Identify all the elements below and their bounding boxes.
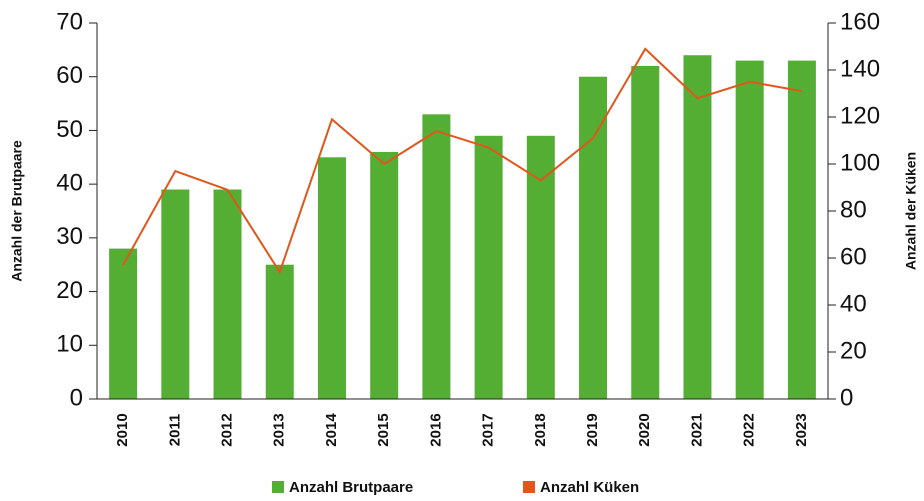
y2-tick-label: 80 [840,196,867,223]
bar [370,151,399,399]
y-tick-label: 10 [56,331,83,358]
y2-tick-label: 100 [840,149,880,176]
line [122,47,803,275]
y-tick-label: 20 [56,277,83,304]
y2-axis-label: Anzahl der Küken [903,152,919,270]
x-tick-label: 2011 [166,414,183,447]
y2-tick-label: 120 [840,102,880,129]
bar [579,76,608,399]
bar [683,55,712,399]
x-tick-label: 2020 [636,413,653,446]
legend-swatch [272,481,284,493]
bar [787,60,816,399]
x-tick-label: 2018 [532,413,549,446]
x-tick-label: 2022 [741,413,758,446]
y2-tick-label: 0 [840,384,853,411]
y-tick-label: 70 [56,8,83,35]
y-tick-label: 40 [56,169,83,196]
x-tick-label: 2019 [584,413,601,446]
x-tick-label: 2017 [480,413,497,446]
bar [422,114,451,400]
bar [317,157,346,399]
y2-tick-label: 60 [840,243,867,270]
y2-tick-label: 20 [840,337,867,364]
bar [631,65,660,399]
bar [213,189,242,399]
x-tick-label: 2013 [271,413,288,446]
y2-tick-label: 160 [840,8,880,35]
x-tick-label: 2015 [375,413,392,446]
x-tick-label: 2021 [688,413,705,446]
y2-tick-label: 40 [840,290,867,317]
bar [735,60,764,399]
y-tick-label: 0 [70,384,83,411]
x-tick-label: 2016 [427,413,444,446]
x-tick-label: 2014 [323,413,340,447]
y-axis-label: Anzahl der Brutpaare [9,140,25,282]
bar [474,135,503,400]
y-tick-label: 50 [56,116,83,143]
x-tick-label: 2012 [219,413,236,446]
bar [161,189,190,399]
legend-swatch [523,481,535,493]
x-tick-label: 2023 [793,413,810,446]
bar [109,248,138,399]
y-tick-label: 60 [56,62,83,89]
legend-label: Anzahl Brutpaare [289,479,413,496]
x-tick-label: 2010 [114,413,131,446]
legend-label: Anzahl Küken [540,479,639,496]
y-tick-label: 30 [56,223,83,250]
bar [265,264,294,399]
y2-tick-label: 140 [840,55,880,82]
